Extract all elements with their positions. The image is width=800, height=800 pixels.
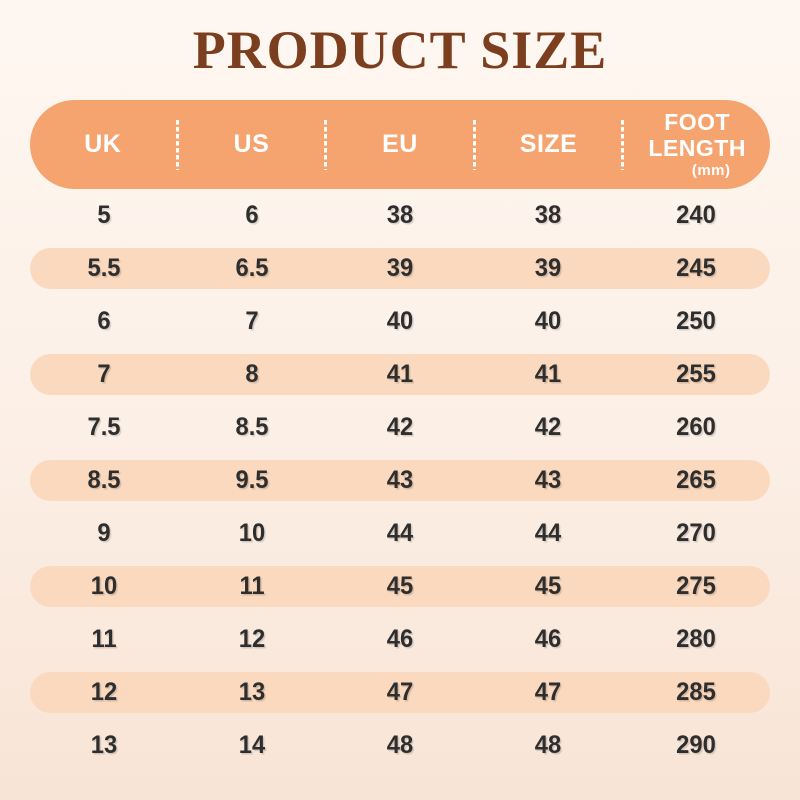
- table-cell: 270: [676, 519, 716, 548]
- table-cell: 47: [534, 678, 562, 707]
- table-cell: 38: [386, 201, 414, 230]
- table-cell: 6: [245, 201, 259, 230]
- table-cell: 44: [386, 519, 414, 548]
- table-row: 7 8 41 41 255: [30, 348, 770, 401]
- column-header-foot-length: FOOT LENGTH (mm): [624, 100, 770, 189]
- table-cell: 6: [97, 307, 111, 336]
- table-body: 5 6 38 38 240 5.5 6.5 39 39 245 6 7 40 40 250 7 8 41 41 255…: [30, 189, 770, 772]
- table-cell: 290: [676, 731, 716, 760]
- table-cell: 40: [386, 307, 414, 336]
- table-cell: 11: [91, 625, 117, 654]
- table-cell: 41: [386, 360, 414, 389]
- header-divider: [621, 119, 625, 170]
- table-row: 5 6 38 38 240: [30, 189, 770, 242]
- table-cell: 41: [534, 360, 562, 389]
- column-header-uk: UK: [84, 130, 122, 159]
- table-cell: 43: [386, 466, 414, 495]
- table-row: 8.5 9.5 43 43 265: [30, 454, 770, 507]
- table-cell: 43: [534, 466, 562, 495]
- table-header-row: UK US EU SIZE FOOT LENGTH (mm): [30, 100, 770, 190]
- column-header-eu: EU: [382, 130, 418, 159]
- table-cell: 240: [676, 201, 716, 230]
- table-cell: 46: [534, 625, 562, 654]
- table-cell: 265: [676, 466, 716, 495]
- table-cell: 7: [97, 360, 111, 389]
- table-cell: 255: [676, 360, 716, 389]
- table-cell: 8: [245, 360, 259, 389]
- table-row: 10 11 45 45 275: [30, 560, 770, 613]
- table-row: 13 14 48 48 290: [30, 719, 770, 772]
- table-cell: 8.5: [235, 413, 269, 442]
- table-cell: 9.5: [235, 466, 269, 495]
- table-cell: 44: [534, 519, 562, 548]
- table-cell: 14: [238, 731, 266, 760]
- table-cell: 12: [238, 625, 266, 654]
- table-cell: 42: [534, 413, 562, 442]
- table-row: 7.5 8.5 42 42 260: [30, 401, 770, 454]
- table-cell: 275: [676, 572, 716, 601]
- table-cell: 7.5: [87, 413, 121, 442]
- column-header-line: FOOT: [664, 109, 731, 136]
- table-cell: 45: [534, 572, 562, 601]
- table-cell: 5.5: [87, 254, 121, 283]
- table-cell: 46: [386, 625, 414, 654]
- table-cell: 39: [386, 254, 414, 283]
- table-cell: 250: [676, 307, 716, 336]
- header-divider: [175, 119, 179, 170]
- table-cell: 13: [90, 731, 118, 760]
- table-row: 6 7 40 40 250: [30, 295, 770, 348]
- column-header-size: SIZE: [519, 130, 578, 159]
- column-header-line: LENGTH: [648, 134, 746, 161]
- table-cell: 11: [239, 572, 265, 601]
- table-cell: 39: [534, 254, 562, 283]
- table-row: 5.5 6.5 39 39 245: [30, 242, 770, 295]
- column-header-us: US: [233, 130, 270, 159]
- page-title: PRODUCT SIZE: [192, 20, 608, 80]
- table-cell: 12: [90, 678, 118, 707]
- table-cell: 13: [238, 678, 266, 707]
- header-divider: [472, 119, 476, 170]
- table-cell: 6.5: [235, 254, 269, 283]
- table-cell: 280: [676, 625, 716, 654]
- table-cell: 10: [238, 519, 266, 548]
- table-cell: 40: [534, 307, 562, 336]
- table-cell: 45: [386, 572, 414, 601]
- size-table: UK US EU SIZE FOOT LENGTH (mm) 5 6 38 38 240 5.5 6.5…: [30, 100, 770, 772]
- table-cell: 9: [97, 519, 111, 548]
- table-cell: 42: [386, 413, 414, 442]
- table-row: 9 10 44 44 270: [30, 507, 770, 560]
- header-divider: [324, 119, 328, 170]
- table-cell: 245: [676, 254, 716, 283]
- table-cell: 48: [386, 731, 414, 760]
- table-row: 12 13 47 47 285: [30, 666, 770, 719]
- table-cell: 7: [245, 307, 259, 336]
- table-cell: 10: [90, 572, 118, 601]
- table-cell: 260: [676, 413, 716, 442]
- table-cell: 5: [97, 201, 111, 230]
- table-cell: 285: [676, 678, 716, 707]
- table-cell: 38: [534, 201, 562, 230]
- table-row: 11 12 46 46 280: [30, 613, 770, 666]
- table-cell: 47: [386, 678, 414, 707]
- column-header-unit: (mm): [691, 161, 731, 179]
- table-cell: 48: [534, 731, 562, 760]
- table-cell: 8.5: [87, 466, 121, 495]
